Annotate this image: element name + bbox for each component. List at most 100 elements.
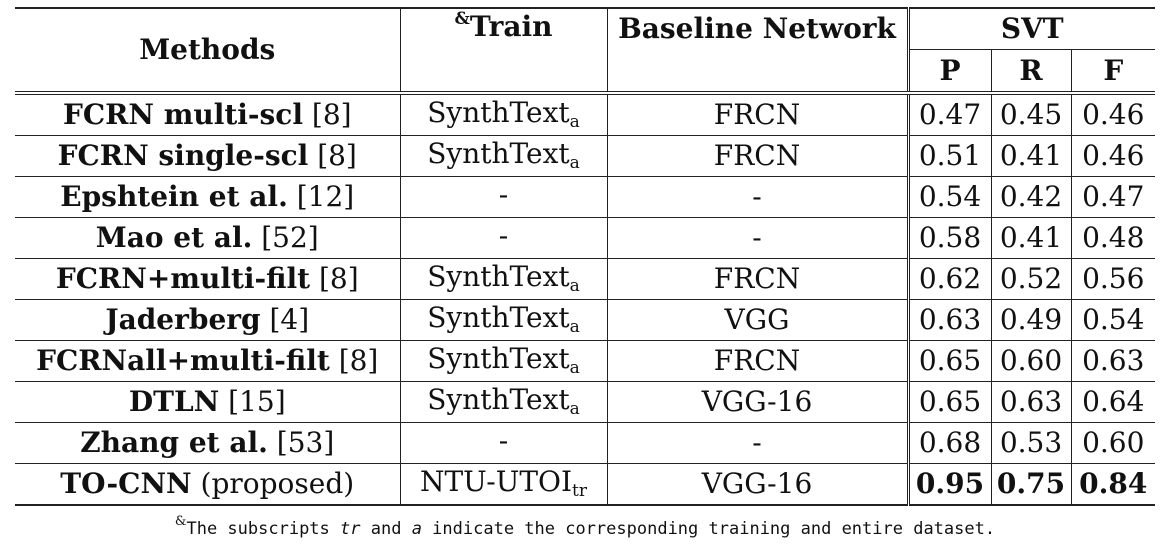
fscore-cell: 0.63 [1071,340,1156,382]
table-row: FCRN+multi-filt [8] SynthTexta FRCN 0.62 0.5… [15,258,1156,300]
results-table-container: Methods &Train Baseline Network SVT P R … [15,7,1156,506]
method-cell: DTLN [15] [15,381,401,423]
method-ref: [4] [269,303,310,336]
method-ref: [8] [311,98,352,131]
train-subscript: a [569,358,580,378]
method-name: DTLN [128,385,220,418]
train-cell: SynthTexta [400,135,608,177]
recall-cell: 0.60 [991,340,1072,382]
footnote-a: a [411,519,422,539]
train-name: NTU-UTOI [420,465,573,498]
train-name: - [498,178,509,211]
train-cell: - [400,422,608,464]
fscore-cell: 0.46 [1071,135,1156,177]
train-subscript: tr [572,481,587,501]
method-name: Mao et al. [95,221,253,254]
table-row: Mao et al. [52] - -0.58 0.41 0.48 [15,217,1156,259]
method-ref: [53] [276,426,335,459]
train-name: - [498,424,509,457]
network-cell: FRCN [607,135,909,177]
train-subscript: a [569,399,580,419]
method-name: Zhang et al. [80,426,268,459]
train-cell: - [400,217,608,259]
train-subscript: a [569,317,580,337]
network-cell: FRCN [607,340,909,382]
method-name: FCRN+multi-filt [55,262,311,295]
recall-cell: 0.63 [991,381,1072,423]
method-name: FCRN single-scl [57,139,309,172]
network-cell: FRCN [607,91,909,136]
footnote-text-a: The subscripts [186,519,341,539]
precision-cell: 0.68 [906,422,992,464]
train-subscript: a [569,153,580,173]
header-baseline-network: Baseline Network [607,7,909,93]
train-name: SynthText [427,383,570,416]
header-train-label: Train [469,10,553,43]
footnote-text-b: and [360,519,412,539]
network-cell: VGG-16 [607,381,909,423]
method-name: FCRN multi-scl [62,98,303,131]
header-svt: SVT [906,7,1156,50]
table-body: FCRN multi-scl [8] SynthTexta FRCN 0.47 0.45… [15,91,1156,506]
precision-cell: 0.63 [906,299,992,341]
train-subscript: a [569,276,580,296]
method-name: FCRNall+multi-filt [36,344,330,377]
table-row: Epshtein et al. [12] - -0.54 0.42 0.47 [15,176,1156,218]
recall-cell: 0.42 [991,176,1072,218]
method-cell: Mao et al. [52] [15,217,401,259]
fscore-cell: 0.47 [1071,176,1156,218]
train-name: - [498,219,509,252]
network-cell: - [607,422,909,464]
recall-cell: 0.41 [991,217,1072,259]
fscore-cell: 0.56 [1071,258,1156,300]
precision-cell: 0.95 [906,463,992,506]
recall-cell: 0.52 [991,258,1072,300]
method-ref: [8] [317,139,357,172]
method-cell: FCRN multi-scl [8] [15,91,401,136]
fscore-cell: 0.60 [1071,422,1156,464]
network-cell: - [607,176,909,218]
fscore-cell: 0.84 [1071,463,1156,506]
method-ref: [52] [261,221,319,254]
method-cell: FCRNall+multi-filt [8] [15,340,401,382]
precision-cell: 0.47 [906,91,992,136]
header-recall: R [991,49,1072,93]
network-cell: VGG-16 [607,463,909,506]
recall-cell: 0.45 [991,91,1072,136]
precision-cell: 0.65 [906,340,992,382]
footnote-mark: & [174,514,187,529]
precision-cell: 0.58 [906,217,992,259]
precision-cell: 0.65 [906,381,992,423]
method-ref: [12] [296,180,355,213]
train-name: SynthText [427,260,570,293]
results-table: Methods &Train Baseline Network SVT P R … [15,7,1156,506]
table-row: TO-CNN (proposed) NTU-UTOItr VGG-16 0.95 0.7… [15,463,1156,506]
header-train-mark: & [454,9,470,29]
train-cell: SynthTexta [400,299,608,341]
fscore-cell: 0.64 [1071,381,1156,423]
footnote: &The subscripts tr and a indicate the co… [0,514,1170,539]
footnote-text-c: indicate the corresponding training and … [421,519,996,539]
recall-cell: 0.75 [991,463,1072,506]
method-cell: Jaderberg [4] [15,299,401,341]
fscore-cell: 0.48 [1071,217,1156,259]
precision-cell: 0.51 [906,135,992,177]
method-name: Epshtein et al. [60,180,288,213]
precision-cell: 0.62 [906,258,992,300]
recall-cell: 0.49 [991,299,1072,341]
train-cell: SynthTexta [400,381,608,423]
train-subscript: a [569,112,580,132]
method-ref: [8] [318,262,359,295]
fscore-cell: 0.54 [1071,299,1156,341]
network-cell: FRCN [607,258,909,300]
train-name: SynthText [427,301,570,334]
network-cell: - [607,217,909,259]
method-name: Jaderberg [105,303,261,336]
fscore-cell: 0.46 [1071,91,1156,136]
train-name: SynthText [427,96,570,129]
header-fscore: F [1071,49,1156,93]
table-row: Jaderberg [4] SynthTexta VGG 0.63 0.49 0.54 [15,299,1156,341]
train-cell: NTU-UTOItr [400,463,608,506]
table-row: DTLN [15] SynthTexta VGG-16 0.65 0.63 0.64 [15,381,1156,423]
table-row: Zhang et al. [53] - -0.68 0.53 0.60 [15,422,1156,464]
